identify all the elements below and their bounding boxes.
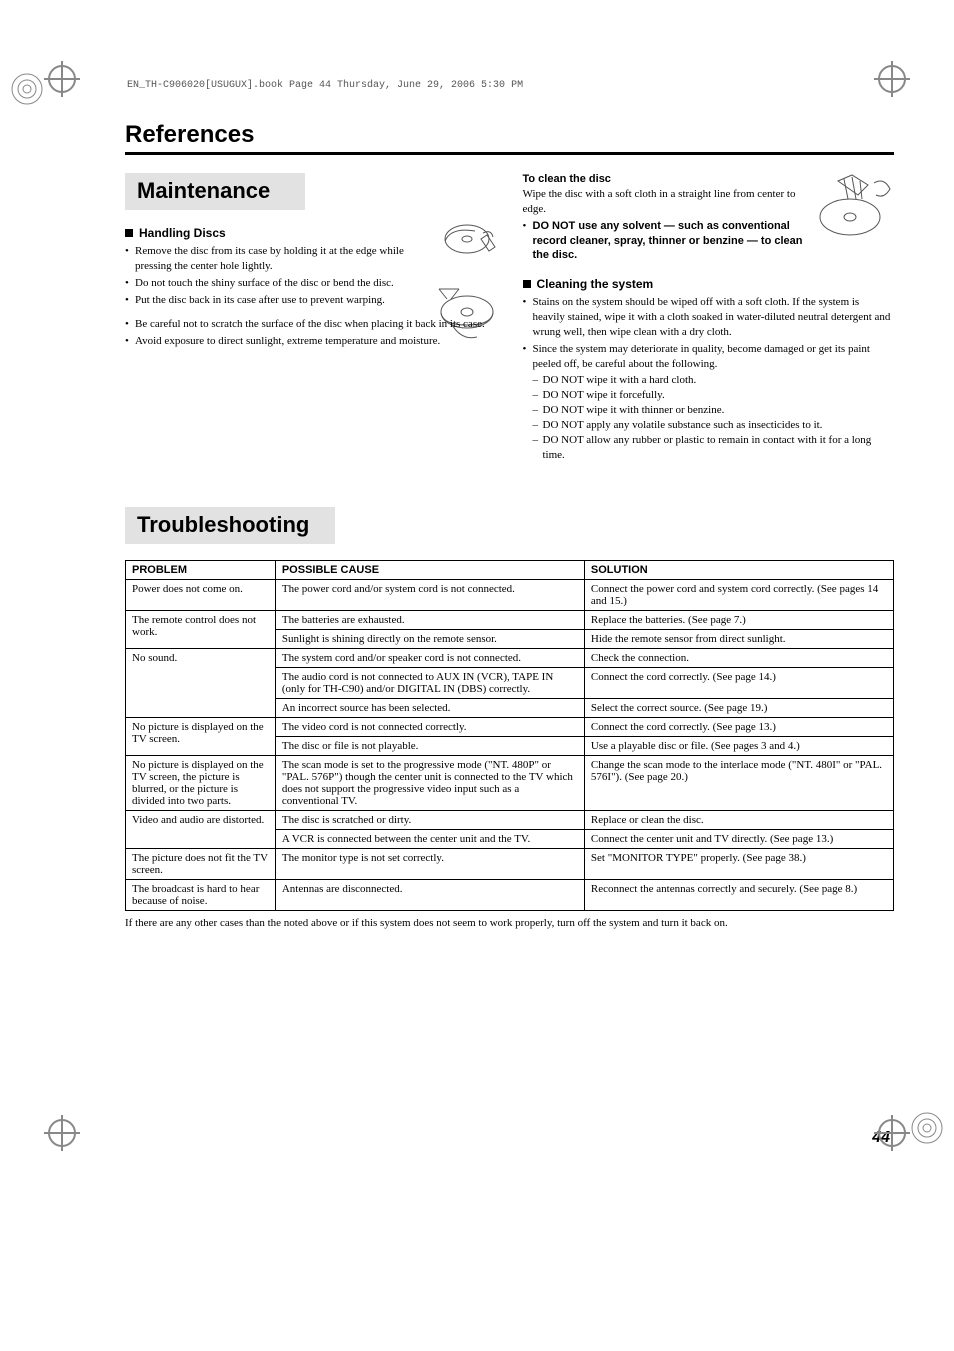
maintenance-column: Maintenance Handling Discs Remove the di…: [125, 173, 497, 463]
table-row: No picture is displayed on the TV screen…: [126, 717, 894, 736]
troubleshooting-table: PROBLEM POSSIBLE CAUSE SOLUTION Power do…: [125, 560, 894, 911]
cause-cell: The disc or file is not playable.: [275, 736, 584, 755]
table-row: The picture does not fit the TV screen.T…: [126, 848, 894, 879]
cleaning-system-item: Stains on the system should be wiped off…: [523, 295, 895, 340]
chapter-title: References: [125, 121, 894, 155]
table-row: The remote control does not work.The bat…: [126, 610, 894, 629]
troubleshooting-heading: Troubleshooting: [125, 507, 335, 544]
problem-cell: No picture is displayed on the TV screen…: [126, 717, 276, 755]
solution-cell: Use a playable disc or file. (See pages …: [584, 736, 893, 755]
col-solution: SOLUTION: [584, 560, 893, 579]
cleaning-system-donot: DO NOT allow any rubber or plastic to re…: [533, 433, 895, 463]
cause-cell: Sunlight is shining directly on the remo…: [275, 629, 584, 648]
do-not-solvent-warning: DO NOT use any solvent — such as convent…: [523, 219, 805, 264]
cause-cell: The power cord and/or system cord is not…: [275, 579, 584, 610]
cleaning-system-donot: DO NOT wipe it with a hard cloth.: [533, 373, 895, 388]
cleaning-system-donot: DO NOT wipe it with thinner or benzine.: [533, 403, 895, 418]
solution-cell: Replace or clean the disc.: [584, 810, 893, 829]
do-not-solvent-label: DO NOT use any solvent — such as convent…: [533, 220, 803, 262]
col-cause: POSSIBLE CAUSE: [275, 560, 584, 579]
solution-cell: Connect the cord correctly. (See page 13…: [584, 717, 893, 736]
cause-cell: A VCR is connected between the center un…: [275, 829, 584, 848]
problem-cell: Video and audio are distorted.: [126, 810, 276, 848]
col-problem: PROBLEM: [126, 560, 276, 579]
handling-item: Remove the disc from its case by holding…: [125, 244, 431, 274]
crop-mark-icon: [878, 1119, 906, 1152]
handling-item: Avoid exposure to direct sunlight, extre…: [125, 334, 497, 349]
binding-spiral-icon: [10, 72, 44, 106]
cause-cell: The scan mode is set to the progressive …: [275, 755, 584, 810]
cause-cell: An incorrect source has been selected.: [275, 698, 584, 717]
cleaning-system-donot: DO NOT apply any volatile substance such…: [533, 418, 895, 433]
disc-cleaning-icon: [814, 173, 894, 243]
handling-item: Be careful not to scratch the surface of…: [125, 317, 497, 332]
file-header-line: EN_TH-C906020[USUGUX].book Page 44 Thurs…: [127, 80, 894, 91]
handling-item: Put the disc back in its case after use …: [125, 293, 431, 308]
crop-mark-icon: [48, 65, 76, 98]
page-number: 44: [125, 1129, 894, 1147]
solution-cell: Replace the batteries. (See page 7.): [584, 610, 893, 629]
cause-cell: The batteries are exhausted.: [275, 610, 584, 629]
solution-cell: Connect the power cord and system cord c…: [584, 579, 893, 610]
cause-cell: The video cord is not connected correctl…: [275, 717, 584, 736]
table-row: The broadcast is hard to hear because of…: [126, 879, 894, 910]
solution-cell: Hide the remote sensor from direct sunli…: [584, 629, 893, 648]
problem-cell: The broadcast is hard to hear because of…: [126, 879, 276, 910]
problem-cell: The remote control does not work.: [126, 610, 276, 648]
cleaning-system-item: Since the system may deteriorate in qual…: [523, 342, 895, 372]
handling-discs-label: Handling Discs: [139, 226, 226, 240]
crop-mark-icon: [878, 65, 906, 98]
problem-cell: No picture is displayed on the TV screen…: [126, 755, 276, 810]
table-row: No picture is displayed on the TV screen…: [126, 755, 894, 810]
table-row: Video and audio are distorted.The disc i…: [126, 810, 894, 829]
solution-cell: Connect the center unit and TV directly.…: [584, 829, 893, 848]
cause-cell: The system cord and/or speaker cord is n…: [275, 648, 584, 667]
cleaning-system-donot: DO NOT wipe it forcefully.: [533, 388, 895, 403]
solution-cell: Set "MONITOR TYPE" properly. (See page 3…: [584, 848, 893, 879]
cause-cell: Antennas are disconnected.: [275, 879, 584, 910]
table-row: No sound.The system cord and/or speaker …: [126, 648, 894, 667]
crop-mark-icon: [48, 1119, 76, 1152]
solution-cell: Connect the cord correctly. (See page 14…: [584, 667, 893, 698]
solution-cell: Check the connection.: [584, 648, 893, 667]
cause-cell: The audio cord is not connected to AUX I…: [275, 667, 584, 698]
cleaning-system-heading: Cleaning the system: [523, 277, 895, 291]
cause-cell: The monitor type is not set correctly.: [275, 848, 584, 879]
solution-cell: Change the scan mode to the interlace mo…: [584, 755, 893, 810]
cleaning-column: To clean the disc Wipe the disc with a s…: [523, 173, 895, 463]
cause-cell: The disc is scratched or dirty.: [275, 810, 584, 829]
problem-cell: No sound.: [126, 648, 276, 717]
solution-cell: Select the correct source. (See page 19.…: [584, 698, 893, 717]
maintenance-heading: Maintenance: [125, 173, 305, 210]
problem-cell: Power does not come on.: [126, 579, 276, 610]
binding-spiral-icon: [910, 1111, 944, 1145]
handling-item: Do not touch the shiny surface of the di…: [125, 276, 431, 291]
solution-cell: Reconnect the antennas correctly and sec…: [584, 879, 893, 910]
cleaning-system-label: Cleaning the system: [537, 277, 654, 291]
problem-cell: The picture does not fit the TV screen.: [126, 848, 276, 879]
table-row: Power does not come on.The power cord an…: [126, 579, 894, 610]
troubleshooting-footnote: If there are any other cases than the no…: [125, 917, 894, 929]
